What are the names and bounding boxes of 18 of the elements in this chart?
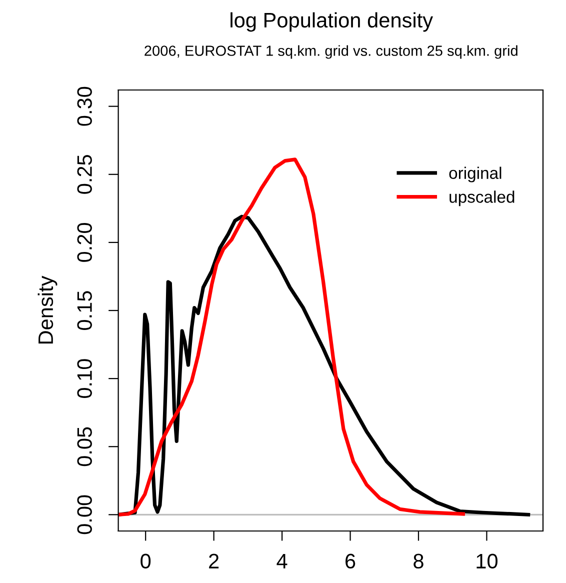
y-tick-label: 0.15	[77, 291, 92, 330]
x-tick-label: 8	[414, 554, 424, 569]
y-tick-label: 0.20	[77, 222, 92, 262]
x-tick-label: 0	[140, 554, 151, 569]
y-tick-label: 0.25	[77, 154, 92, 194]
x-tick-label: 10	[476, 554, 498, 569]
y-tick-label: 0.00	[77, 495, 92, 534]
legend-label: upscaled	[450, 190, 514, 206]
legend-label: original	[449, 166, 502, 182]
chart-subtitle: 2006, EUROSTAT 1 sq.km. grid vs. custom 25 sq.km. grid	[144, 45, 518, 59]
y-tick-label: 0.30	[77, 86, 92, 126]
x-tick-label: 6	[346, 554, 356, 569]
chart-title: log Population density	[230, 12, 433, 32]
x-tick-label: 4	[276, 554, 288, 568]
y-tick-label: 0.10	[77, 359, 92, 398]
x-tick-label: 2	[209, 554, 219, 568]
y-axis-title: Density	[38, 276, 58, 344]
y-tick-label: 0.05	[77, 427, 92, 466]
